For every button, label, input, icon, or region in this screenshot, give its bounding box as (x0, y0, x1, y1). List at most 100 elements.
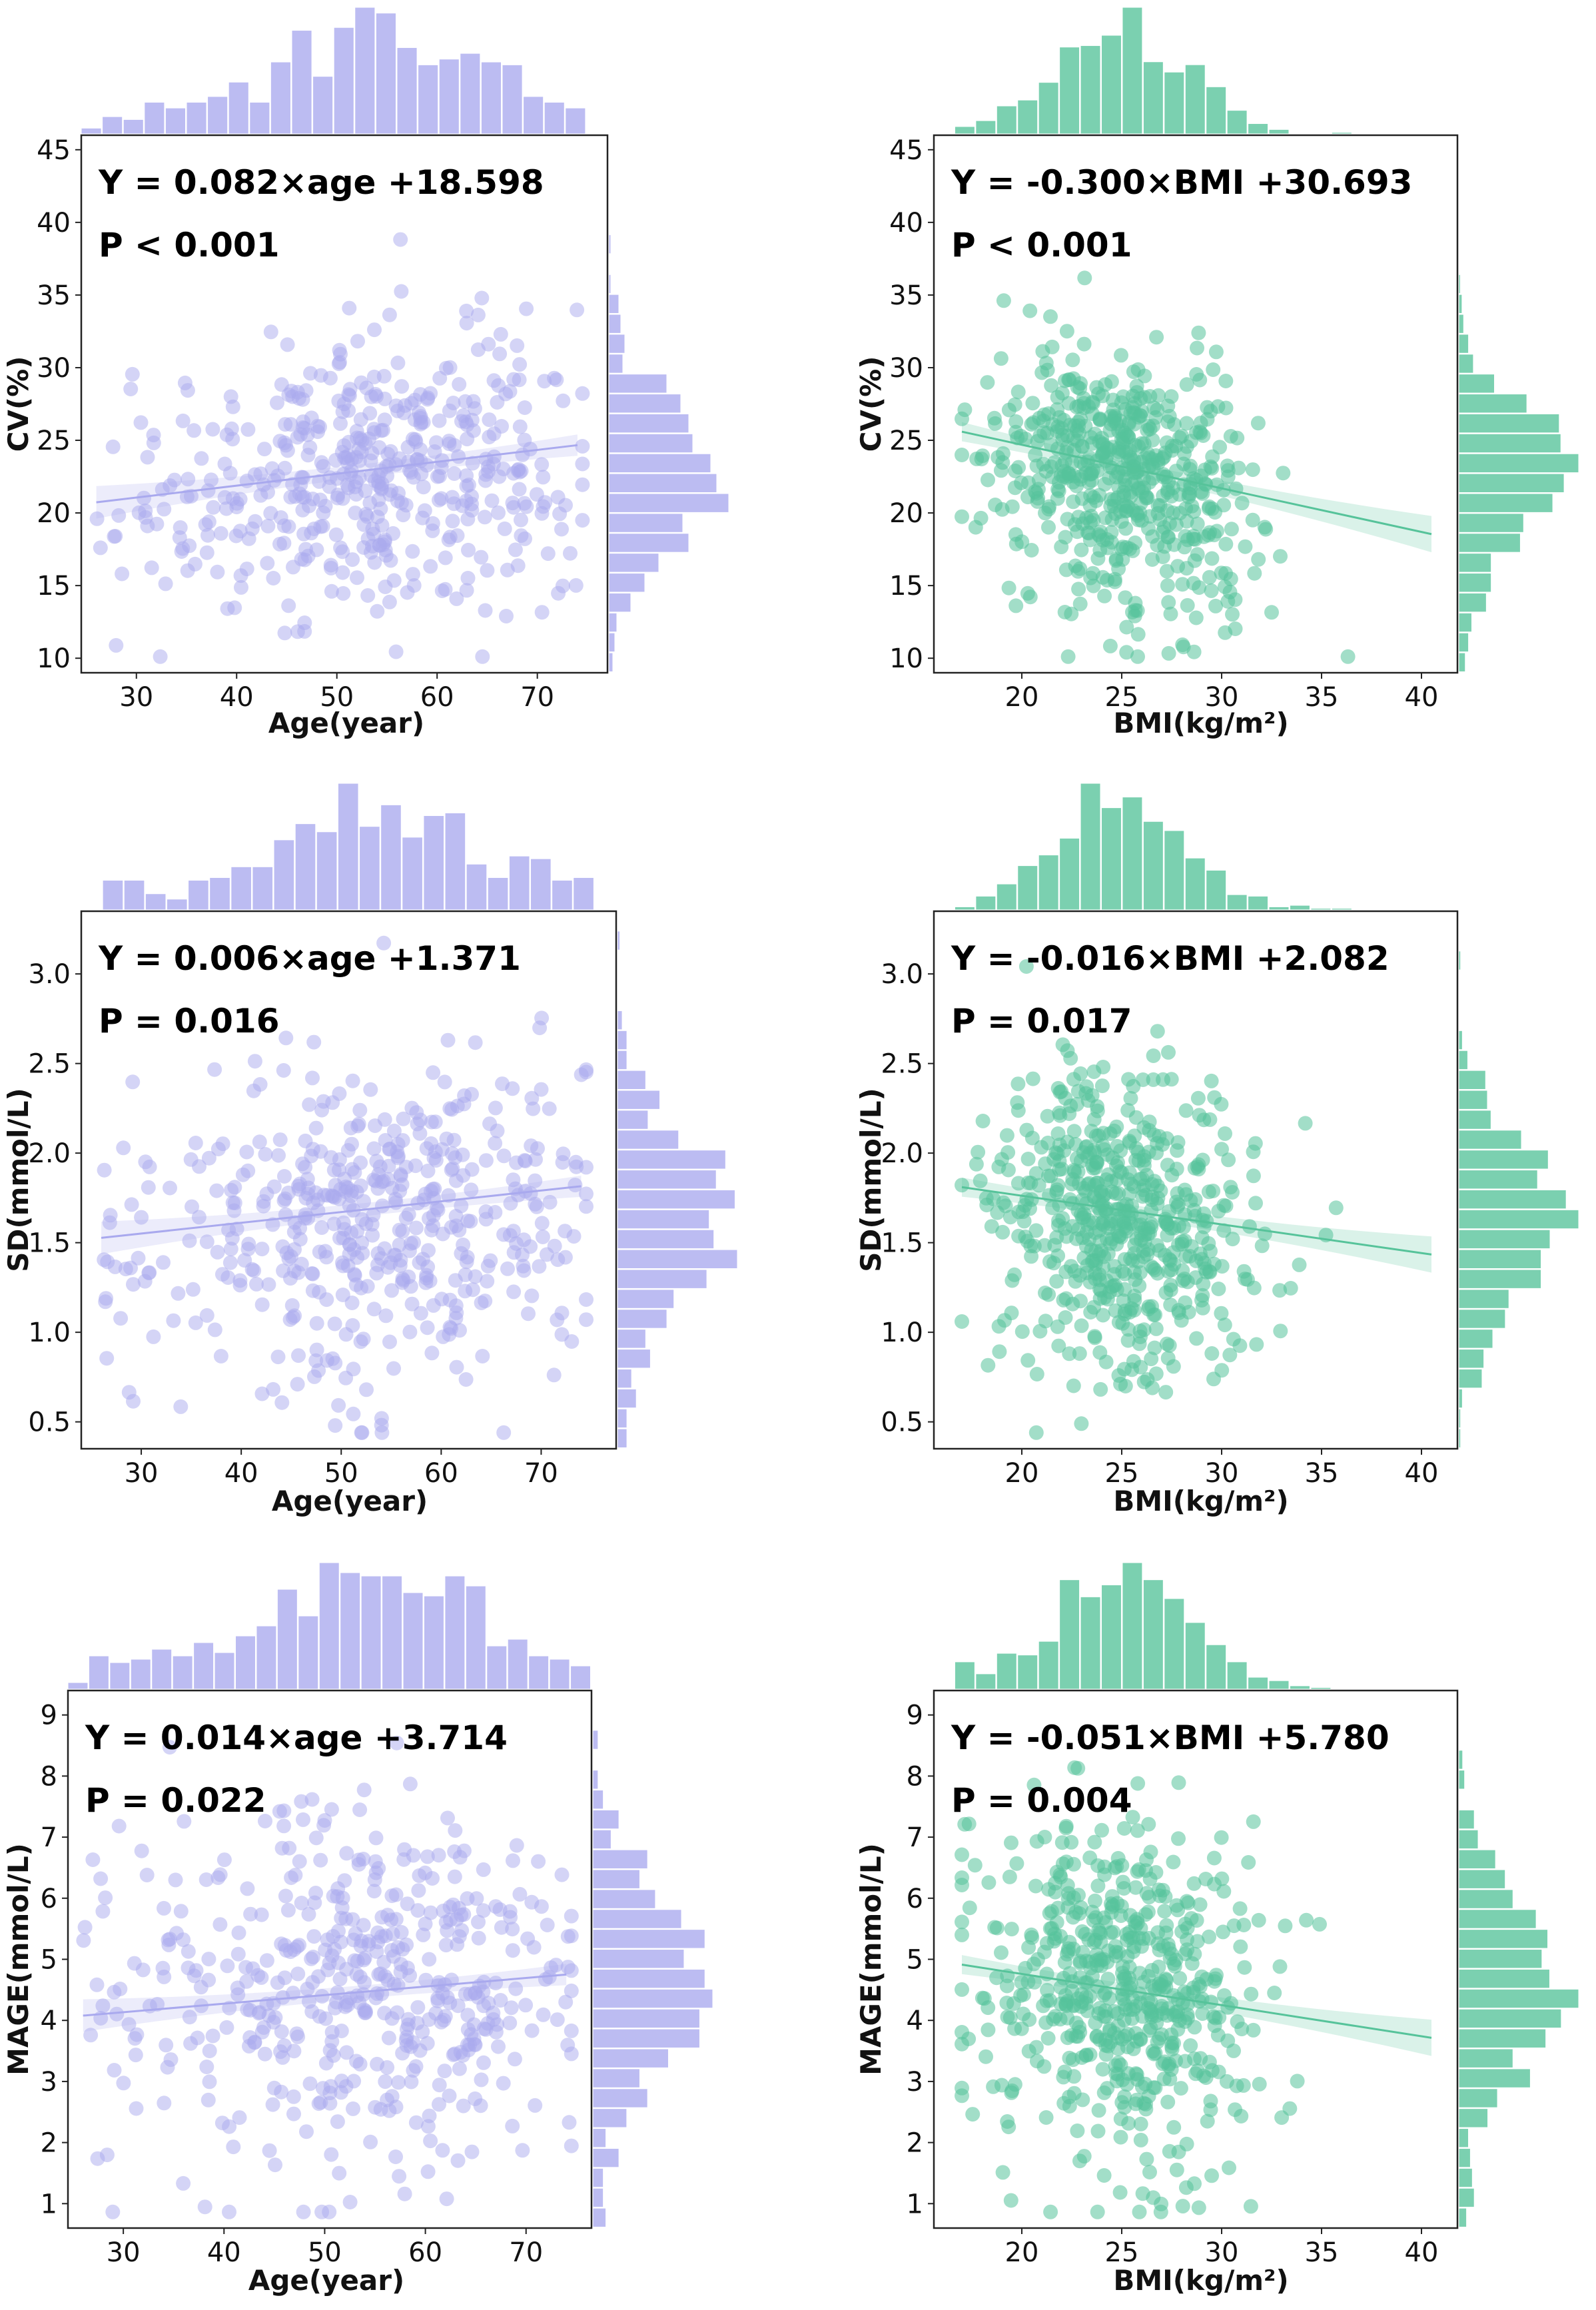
right-histogram-bar (608, 354, 623, 374)
scatter-point (352, 1970, 368, 1984)
scatter-point (1232, 1901, 1248, 1916)
x-tick-label: 25 (1105, 682, 1139, 713)
top-histogram-bar (528, 1655, 550, 1690)
scatter-point (213, 526, 228, 541)
scatter-point (445, 514, 460, 529)
scatter-point (560, 1960, 576, 1975)
scatter-point (1200, 412, 1215, 427)
scatter-point (1177, 1272, 1192, 1286)
right-histogram-bar (1458, 2088, 1498, 2108)
scatter-point (459, 303, 474, 318)
scatter-point (493, 326, 508, 342)
scatter-point (575, 513, 590, 528)
y-tick-label: 5 (41, 1945, 57, 1976)
scatter-point (109, 2006, 125, 2022)
scatter-point (408, 2115, 424, 2130)
scatter-point (973, 1173, 988, 1188)
right-marginal-histogram (1458, 951, 1579, 1448)
scatter-point (313, 368, 328, 383)
scatter-point (1052, 1084, 1068, 1100)
y-tick-label: 5 (907, 1945, 923, 1976)
x-tick-label: 30 (1205, 2237, 1239, 2268)
scatter-point (199, 545, 214, 560)
x-axis-label: BMI(kg/m²) (1113, 707, 1288, 739)
top-histogram-bar (298, 1615, 319, 1690)
scatter-point (1016, 2006, 1031, 2022)
right-histogram-bar (1458, 1249, 1542, 1269)
scatter-point (1040, 1108, 1055, 1124)
scatter-point (1146, 1261, 1161, 1276)
scatter-point (531, 1854, 546, 1869)
top-histogram-bar (1142, 821, 1164, 911)
y-tick-label: 1.5 (881, 1228, 923, 1259)
scatter-point (1222, 2160, 1236, 2175)
scatter-point (141, 1180, 156, 1195)
right-histogram-bar (592, 2048, 669, 2068)
scatter-point (1238, 539, 1253, 554)
scatter-series (955, 959, 1344, 1440)
scatter-point (1010, 384, 1026, 400)
top-marginal-histogram (954, 783, 1352, 911)
scatter-point (442, 434, 457, 449)
scatter-point (254, 1242, 270, 1257)
scatter-point (1173, 2081, 1188, 2096)
scatter-point (1014, 534, 1030, 550)
scatter-point (1072, 426, 1087, 441)
scatter-point (1096, 2168, 1112, 2183)
scatter-point (1181, 490, 1196, 505)
joint-plot-5: 30 40 50 60 70123456789Age(year)MAGE(mmol/L)… (2, 1562, 713, 2297)
scatter-point (1146, 400, 1162, 416)
top-histogram-bar (1248, 123, 1269, 135)
scatter-point (986, 1191, 1001, 1206)
top-histogram-bar (1122, 1562, 1143, 1690)
scatter-point (1170, 1902, 1186, 1918)
top-histogram-bar (552, 880, 573, 911)
scatter-point (306, 522, 322, 536)
scatter-point (353, 412, 368, 427)
right-histogram-bar (617, 1289, 675, 1309)
scatter-point (1051, 1213, 1066, 1228)
scatter-point (109, 637, 124, 653)
scatter-point (1040, 2031, 1056, 2046)
right-histogram-bar (608, 433, 693, 454)
scatter-point (1135, 1072, 1150, 1087)
scatter-point (423, 559, 438, 574)
scatter-point (188, 1315, 203, 1330)
scatter-point (183, 1152, 199, 1167)
right-histogram-bar (617, 1130, 679, 1150)
scatter-point (1052, 1105, 1067, 1120)
scatter-point (1098, 2047, 1114, 2062)
scatter-point (432, 413, 447, 428)
scatter-point (564, 1983, 579, 1998)
scatter-point (274, 1840, 290, 1856)
top-histogram-bar (1206, 86, 1227, 135)
scatter-point (413, 1306, 428, 1321)
scatter-point (354, 1212, 370, 1227)
scatter-point (1162, 2143, 1177, 2159)
y-tick-label: 4 (907, 2006, 923, 2036)
scatter-point (134, 1843, 149, 1858)
x-tick-label: 30 (125, 1458, 159, 1489)
scatter-point (1249, 1337, 1264, 1352)
scatter-point (476, 2055, 491, 2070)
scatter-point (969, 1156, 984, 1172)
scatter-point (205, 2028, 220, 2044)
scatter-point (1055, 428, 1070, 443)
right-histogram-bar (1458, 1849, 1496, 1869)
scatter-point (440, 1810, 455, 1826)
right-histogram-bar (1458, 2187, 1475, 2208)
scatter-point (394, 1925, 409, 1940)
scatter-point (1096, 1142, 1112, 1157)
scatter-point (1178, 529, 1193, 544)
scatter-point (1192, 424, 1208, 440)
top-histogram-bar (88, 1655, 109, 1690)
scatter-point (1217, 1318, 1232, 1333)
scatter-point (156, 1255, 171, 1270)
scatter-point (512, 482, 527, 497)
top-histogram-bar (1122, 7, 1143, 135)
scatter-point (439, 2191, 454, 2207)
scatter-point (1127, 1293, 1142, 1308)
top-histogram-bar (81, 127, 102, 135)
scatter-point (463, 1214, 478, 1229)
top-histogram-bar (1142, 61, 1164, 135)
